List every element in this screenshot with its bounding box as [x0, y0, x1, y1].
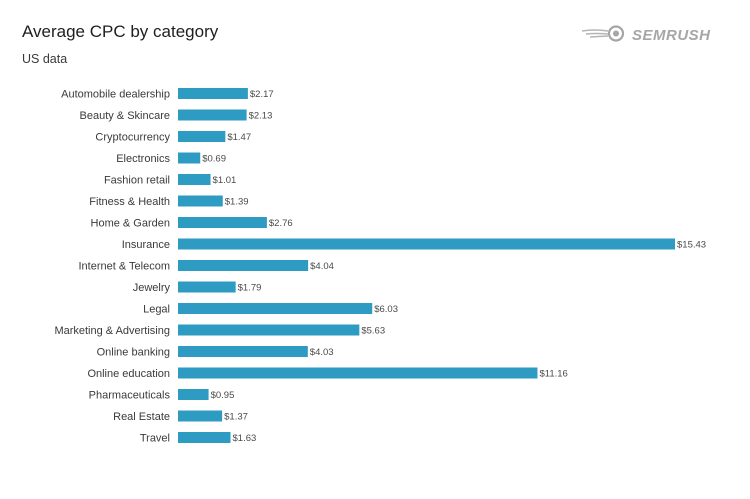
- category-label: Beauty & Skincare: [80, 110, 171, 122]
- value-label: $2.17: [250, 89, 274, 100]
- category-label: Automobile dealership: [61, 89, 170, 101]
- category-label: Electronics: [116, 153, 170, 165]
- category-label: Real Estate: [113, 411, 170, 423]
- bar: [178, 260, 309, 271]
- bar: [178, 367, 538, 379]
- category-label: Fashion retail: [104, 175, 170, 187]
- category-label: Online education: [87, 368, 170, 380]
- value-label: $1.01: [213, 175, 237, 186]
- value-label: $0.95: [211, 390, 235, 401]
- bar: [178, 389, 209, 400]
- category-label: Travel: [140, 433, 170, 445]
- value-label: $15.43: [677, 240, 706, 251]
- bar: [178, 346, 308, 357]
- category-label: Cryptocurrency: [95, 132, 170, 144]
- category-label: Home & Garden: [91, 218, 170, 230]
- chart-title: Average CPC by category: [22, 22, 219, 41]
- bar: [178, 432, 231, 443]
- category-label: Jewelry: [133, 282, 171, 294]
- value-label: $2.13: [249, 111, 273, 122]
- bar: [178, 410, 223, 422]
- bar: [178, 324, 360, 336]
- value-label: $6.03: [374, 304, 398, 315]
- value-label: $2.76: [269, 218, 293, 229]
- brand-wordmark: SEMRUSH: [632, 27, 711, 44]
- bar: [178, 281, 236, 293]
- category-label: Legal: [143, 304, 170, 316]
- value-label: $5.63: [361, 326, 385, 337]
- semrush-fireball-logo-icon: [580, 24, 626, 47]
- value-label: $0.69: [202, 154, 226, 165]
- bar: [178, 174, 211, 185]
- category-label: Pharmaceuticals: [89, 390, 171, 402]
- bar: [178, 303, 373, 314]
- bar: [178, 217, 267, 228]
- bar: [178, 195, 223, 207]
- bar: [178, 109, 247, 121]
- bar: [178, 88, 248, 99]
- value-label: $4.04: [310, 261, 334, 272]
- value-label: $1.63: [233, 433, 257, 444]
- chart-subtitle: US data: [22, 52, 68, 66]
- brand-logo: SEMRUSH: [580, 24, 711, 47]
- bar: [178, 152, 201, 164]
- category-label: Internet & Telecom: [78, 261, 170, 273]
- category-label: Insurance: [122, 239, 170, 251]
- category-label: Marketing & Advertising: [54, 325, 170, 337]
- bar: [178, 238, 675, 250]
- value-label: $11.16: [539, 369, 567, 380]
- value-label: $1.39: [225, 197, 249, 208]
- value-label: $4.03: [310, 347, 334, 358]
- value-label: $1.37: [224, 412, 248, 423]
- value-label: $1.79: [238, 283, 262, 294]
- bar: [178, 131, 226, 142]
- value-label: $1.47: [227, 132, 251, 143]
- category-label: Online banking: [97, 347, 170, 359]
- category-label: Fitness & Health: [89, 196, 170, 208]
